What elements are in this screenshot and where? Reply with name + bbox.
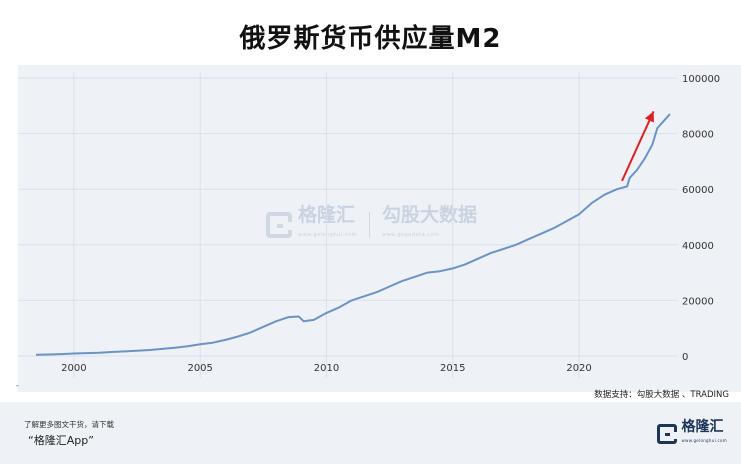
footer-line2: “格隆汇App”	[28, 434, 94, 447]
y-tick-label: 80000	[682, 130, 714, 141]
x-tick-label: 2020	[566, 363, 591, 374]
series-line	[35, 113, 671, 356]
watermark-brand2-sub: www.gogudata.com	[381, 232, 440, 238]
x-tick-label: 2005	[187, 363, 212, 374]
trend-arrow-head-icon	[644, 111, 654, 123]
trend-arrow-shaft	[621, 110, 655, 182]
y-tick-label: 60000	[682, 185, 714, 196]
footer: 了解更多图文干货，请下载 “格隆汇App” 格隆汇 www.gelonghui.…	[0, 402, 741, 464]
x-tick-label: 2010	[314, 363, 339, 374]
source-note: 数据支持：勾股大数据 、TRADING	[594, 390, 729, 400]
line-chart: 0 20000 40000 60000 80000 100000 2000 2005 2010 2…	[18, 72, 720, 378]
watermark-separator	[368, 212, 370, 238]
footer-line1: 了解更多图文干货，请下载	[24, 420, 114, 429]
x-tick-label: 2015	[440, 363, 465, 374]
gelonghui-logo-icon	[656, 424, 677, 444]
watermark-brand1-sub: www.gelonghui.com	[298, 232, 357, 238]
footer-logo-text: 格隆汇	[681, 419, 724, 435]
y-tick-label: 20000	[682, 296, 714, 307]
corner-mark: -	[16, 381, 19, 390]
x-tick-label: 2000	[61, 363, 86, 374]
y-tick-label: 100000	[682, 74, 720, 85]
y-tick-label: 40000	[682, 241, 714, 252]
chart-title: 俄罗斯货币供应量M2	[239, 24, 502, 54]
y-tick-label: 0	[682, 352, 688, 363]
gelonghui-logo-icon	[266, 212, 292, 238]
footer-logo: 格隆汇 www.gelonghui.com	[656, 419, 727, 448]
footer-logo-sub: www.gelonghui.com	[681, 438, 727, 443]
plot-area	[18, 65, 741, 392]
